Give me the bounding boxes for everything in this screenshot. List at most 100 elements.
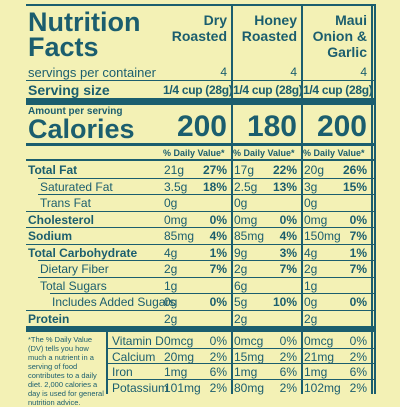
nutrient-amount: 20g <box>304 163 325 177</box>
product-name: Dry Roasted <box>171 12 227 44</box>
nutrient-dv: 7% <box>209 262 227 276</box>
nutrient-label: Total Carbohydrate <box>28 245 138 260</box>
row-rule <box>38 194 374 195</box>
row-rule <box>26 227 374 228</box>
nutrient-amount: 0g <box>304 196 318 210</box>
nutrient-amount: 0g <box>164 196 178 210</box>
serving-size-value: 1/4 cup (28g) <box>163 83 233 97</box>
footnote: *The % Daily Value (DV) tells you how mu… <box>28 335 104 407</box>
serving-size-label: Serving size <box>28 82 110 98</box>
nutrient-label: Protein <box>28 311 70 326</box>
vitamin-amount: 1mg <box>234 365 258 379</box>
vitamin-amount: 102mg <box>304 380 341 395</box>
nutrient-amount: 3g <box>304 179 318 194</box>
nutrient-label: Includes Added Sugars <box>52 295 176 309</box>
nutrient-label: Saturated Fat <box>40 179 113 194</box>
nutrient-amount: 0g <box>164 295 178 309</box>
rule <box>26 159 374 161</box>
medium-bar <box>26 143 374 146</box>
nutrient-dv: 0% <box>349 212 367 227</box>
thick-bar <box>26 326 374 332</box>
nutrient-dv: 0% <box>279 212 297 227</box>
nutrient-amount: 0g <box>234 196 248 210</box>
calories-value: 200 <box>316 110 367 143</box>
nutrient-label: Sodium <box>28 229 72 243</box>
vitamin-amount: 80mg <box>234 380 265 395</box>
rule <box>26 80 374 81</box>
nutrient-dv: 18% <box>202 179 227 194</box>
row-rule <box>50 293 374 294</box>
nutrient-amount: 2g <box>234 311 248 326</box>
nutrient-amount: 4g <box>304 245 318 260</box>
vitamin-label: Calcium <box>112 349 156 364</box>
nutrient-amount: 1g <box>164 278 178 293</box>
nutrient-amount: 2g <box>234 262 248 276</box>
nutrient-amount: 21g <box>164 163 185 177</box>
row-rule <box>108 378 374 380</box>
servings-label: servings per container <box>28 65 156 80</box>
nutrient-amount: 85mg <box>164 229 195 243</box>
nutrient-dv: 10% <box>272 295 297 309</box>
vitamin-dv: 2% <box>349 349 367 364</box>
nutrient-dv: 3% <box>279 245 297 260</box>
nutrient-dv: 27% <box>202 163 227 177</box>
product-name: Honey Roasted <box>241 12 297 44</box>
nutrient-amount: 2g <box>304 262 318 276</box>
nutrient-dv: 13% <box>272 179 297 194</box>
nutrient-dv: 1% <box>349 245 367 260</box>
dv-header: % Daily Value* <box>303 148 365 158</box>
nutrient-amount: 1g <box>304 278 318 293</box>
column-divider <box>301 6 303 394</box>
nutrient-dv: 0% <box>209 212 227 227</box>
vitamin-label: Potassium <box>112 380 169 395</box>
vitamin-amount: 15mg <box>234 349 265 364</box>
nutrient-dv: 0% <box>349 295 367 309</box>
row-rule <box>26 309 374 311</box>
vitamin-divider <box>106 332 108 394</box>
nutrient-amount: 0mg <box>304 212 328 227</box>
row-rule <box>108 347 374 349</box>
nutrient-dv: 22% <box>272 163 297 177</box>
calories-value: 180 <box>246 110 297 143</box>
vitamin-dv: 2% <box>279 380 297 395</box>
vitamin-dv: 2% <box>209 349 227 364</box>
dv-header: % Daily Value* <box>163 148 225 158</box>
serving-size-value: 1/4 cup (28g) <box>233 83 303 97</box>
nutrient-label: Cholesterol <box>28 212 95 227</box>
vitamin-amount: 0mcg <box>234 334 264 348</box>
servings-value: 4 <box>360 65 367 79</box>
nutrient-amount: 5g <box>234 295 248 309</box>
nutrient-dv: 0% <box>209 295 227 309</box>
nutrient-amount: 0mg <box>234 212 258 227</box>
product-name: Maui Onion & Garlic <box>312 12 367 60</box>
nutrient-amount: 2.5g <box>234 179 258 194</box>
nutrient-amount: 9g <box>234 245 248 260</box>
vitamin-amount: 1mg <box>304 365 328 379</box>
nutrient-dv: 7% <box>349 262 367 276</box>
nutrient-dv: 7% <box>349 229 367 243</box>
vitamin-dv: 6% <box>209 365 227 379</box>
nutrient-dv: 26% <box>342 163 367 177</box>
nutrient-amount: 3.5g <box>164 179 188 194</box>
servings-value: 4 <box>290 65 297 79</box>
nutrient-amount: 2g <box>164 262 178 276</box>
vitamin-dv: 6% <box>279 365 297 379</box>
row-rule <box>26 210 374 212</box>
nutrient-amount: 6g <box>234 278 248 293</box>
nutrient-dv: 15% <box>342 179 367 194</box>
vitamin-label: Iron <box>112 365 133 379</box>
nutrient-amount: 0mg <box>164 212 188 227</box>
nutrient-dv: 1% <box>209 245 227 260</box>
nutrient-dv: 4% <box>279 229 297 243</box>
row-rule <box>108 363 374 364</box>
row-rule <box>38 177 374 179</box>
vitamin-amount: 21mg <box>304 349 335 364</box>
amount-label: Amount per serving <box>28 106 123 117</box>
nutrient-label: Trans Fat <box>40 196 91 210</box>
row-rule <box>26 243 374 245</box>
vitamin-amount: 101mg <box>164 380 201 395</box>
vitamin-dv: 2% <box>279 349 297 364</box>
nutrient-amount: 150mg <box>304 229 341 243</box>
dv-header: % Daily Value* <box>233 148 295 158</box>
